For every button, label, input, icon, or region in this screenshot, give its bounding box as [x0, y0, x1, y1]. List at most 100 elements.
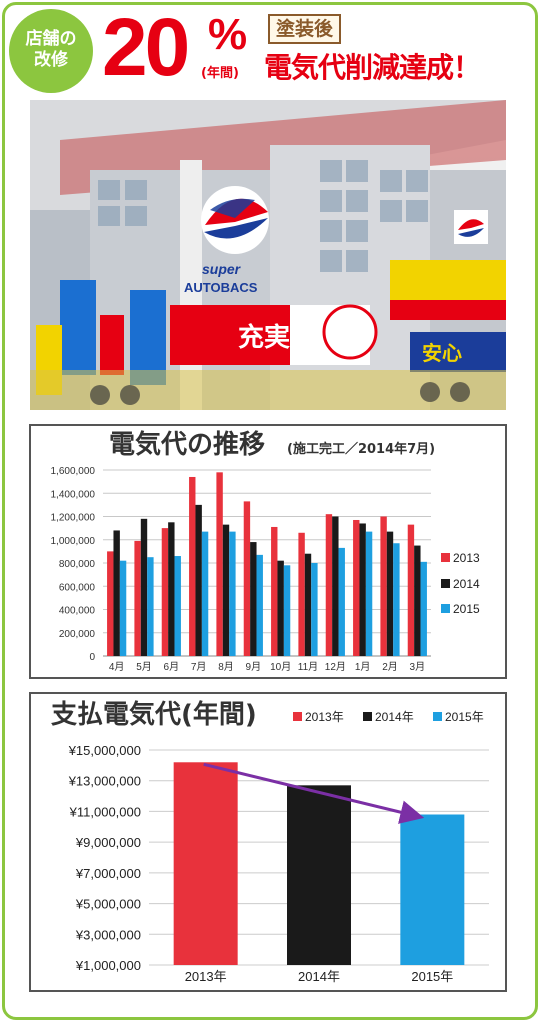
x-tick-label: 7月	[191, 661, 207, 673]
bar-2013-6	[243, 501, 251, 656]
percent-sign: %	[208, 10, 248, 59]
bar-2014-10	[359, 523, 366, 656]
legend-item-2013: 2013	[441, 551, 480, 565]
bar-2013-1	[107, 551, 114, 656]
bar-2015-3	[174, 556, 181, 656]
store-sign-text: 安心	[422, 341, 462, 365]
autobacs-logo: super AUTOBACS	[184, 186, 269, 295]
bar-2013-11	[380, 516, 387, 656]
bar-2014-1	[113, 530, 120, 656]
legend-item-2015: 2015	[441, 602, 480, 616]
y-tick-label: ¥5,000,000	[75, 897, 141, 912]
y-tick-label: ¥11,000,000	[69, 804, 141, 819]
monthly-chart-subtitle: (施工完工／2014年7月)	[287, 442, 436, 457]
bar-2014-4	[195, 504, 202, 656]
bar-2014-2	[140, 518, 148, 656]
x-tick-label: 8月	[218, 661, 234, 673]
annual-chart-title: 支払電気代(年間)	[51, 700, 257, 730]
bar-2014-12	[414, 545, 421, 656]
y-tick-label: ¥9,000,000	[75, 835, 141, 850]
brand-bottom-text: AUTOBACS	[184, 280, 258, 295]
bar-2015-12	[420, 561, 427, 656]
bar-2013年	[173, 762, 238, 965]
bar-2015-4	[201, 531, 209, 656]
legend-label-2015-annual: 2015年	[445, 710, 484, 724]
x-tick-label: 2013年	[185, 969, 227, 984]
legend-item-2014-annual: 2014年	[363, 710, 414, 724]
legend-item-2014: 2014	[441, 577, 480, 591]
y-tick-label: ¥3,000,000	[75, 927, 141, 942]
y-tick-label: ¥7,000,000	[75, 866, 141, 881]
y-tick-label: ¥13,000,000	[68, 774, 141, 789]
y-tick-label: 600,000	[59, 582, 96, 593]
y-tick-label: 800,000	[59, 559, 96, 570]
legend-label-2014-annual: 2014年	[375, 710, 414, 724]
bar-2015-10	[365, 531, 373, 656]
flag-banners	[36, 280, 166, 395]
legend-item-2015-annual: 2015年	[433, 710, 484, 724]
legend-label-2013: 2013	[453, 551, 480, 565]
percent-note: (年間)	[201, 66, 239, 81]
bar-2013-7	[271, 526, 278, 656]
x-tick-label: 5月	[136, 661, 152, 673]
headline: 電気代削減達成！	[264, 51, 481, 84]
bar-2014-7	[277, 560, 284, 656]
bar-2013-9	[325, 514, 333, 656]
monthly-chart-title: 電気代の推移	[109, 430, 266, 460]
bar-2013-10	[353, 519, 360, 656]
bar-2013-5	[216, 472, 223, 656]
y-tick-label: ¥1,000,000	[75, 958, 141, 973]
x-tick-label: 11月	[298, 661, 318, 673]
badge-line-2: 改修	[34, 50, 68, 70]
bar-2015-1	[119, 560, 127, 656]
legend-label-2013-annual: 2013年	[305, 710, 344, 724]
x-tick-label: 10月	[270, 661, 291, 673]
legend-label-2015: 2015	[453, 602, 480, 616]
banner-text: 充実!	[238, 322, 299, 352]
after-painting-tag: 塗装後	[268, 14, 342, 44]
legend-label-2014: 2014	[453, 577, 480, 591]
x-tick-label: 9月	[246, 661, 262, 673]
renovation-badge: 店舗の 改修	[9, 9, 93, 93]
bar-2013-3	[161, 528, 169, 656]
monthly-chart: 0 200,000 400,000 600,000 800,000 1,000,000 1,…	[51, 466, 431, 673]
y-tick-label: ¥15,000,000	[68, 743, 141, 758]
x-tick-label: 1月	[355, 661, 371, 673]
x-tick-label: 2月	[382, 661, 398, 673]
bar-2015-5	[229, 531, 236, 656]
annual-chart-panel: 支払電気代(年間) 2013年 2014年 2015年 ¥1,000,000 ¥3…	[29, 692, 507, 992]
x-tick-label: 3月	[410, 661, 426, 673]
y-tick-label: 0	[89, 652, 95, 663]
small-logo-right	[454, 210, 488, 244]
store-photo: super AUTOBACS 安心 充実!	[30, 100, 506, 410]
y-tick-label: 1,600,000	[51, 466, 96, 477]
brand-top-text: super	[202, 261, 242, 277]
bar-2015-7	[283, 565, 291, 656]
decrease-arrow	[203, 762, 425, 824]
badge-line-1: 店舗の	[25, 29, 77, 49]
y-tick-label: 400,000	[59, 606, 96, 617]
bar-2015-8	[311, 563, 318, 656]
bar-2014-6	[250, 542, 257, 656]
y-tick-label: 1,200,000	[51, 513, 96, 524]
bar-2014年	[287, 785, 351, 965]
annual-chart: ¥1,000,000 ¥3,000,000 ¥5,000,000 ¥7,000,000…	[68, 743, 489, 984]
y-tick-label: 200,000	[59, 629, 96, 640]
x-tick-label: 4月	[109, 661, 125, 673]
bar-2015年	[400, 814, 465, 965]
monthly-chart-panel: 電気代の推移 (施工完工／2014年7月) 0 200,000 400,000 600…	[29, 424, 507, 679]
bar-2014-9	[332, 516, 339, 656]
bar-2013-4	[189, 476, 196, 656]
bar-2015-11	[393, 543, 400, 656]
bar-2013-8	[298, 532, 305, 656]
percent-value: 20	[102, 2, 190, 93]
x-tick-label: 12月	[325, 661, 346, 673]
y-tick-label: 1,400,000	[51, 489, 96, 500]
bar-2015-2	[147, 557, 154, 656]
bar-2013-2	[134, 540, 141, 656]
bar-2014-8	[304, 553, 312, 656]
x-tick-label: 2014年	[298, 969, 340, 984]
x-tick-label: 2015年	[411, 969, 453, 984]
bar-2013-12	[407, 524, 415, 656]
legend-item-2013-annual: 2013年	[293, 710, 344, 724]
